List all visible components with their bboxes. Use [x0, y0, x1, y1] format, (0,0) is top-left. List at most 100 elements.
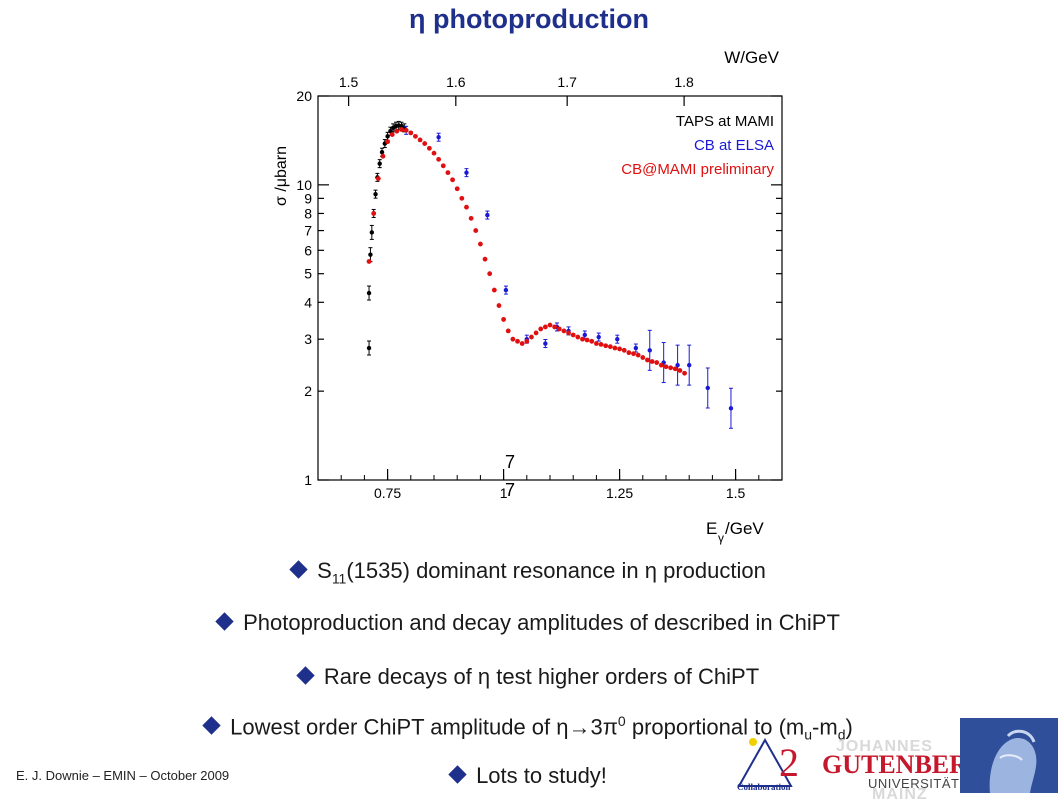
- data-point-mami: [436, 156, 442, 162]
- data-point-mami: [547, 322, 553, 328]
- bullet-4-text-mid2: -m: [812, 714, 838, 740]
- top-tick-label: 1.7: [557, 74, 577, 90]
- data-point-mami: [510, 336, 516, 342]
- data-point-taps: [377, 161, 382, 166]
- a2-logo-number: 2: [779, 740, 799, 785]
- data-point-mami: [612, 345, 618, 351]
- bottom-axis-label-sub: γ: [718, 531, 724, 545]
- data-point-mami: [403, 127, 409, 133]
- data-point-mami: [594, 341, 599, 346]
- data-point-mami: [533, 330, 539, 336]
- data-point-mami: [450, 177, 455, 183]
- page-title: η photoproduction: [409, 4, 649, 34]
- logo-mainz-text: MAINZ: [872, 786, 928, 803]
- a2-collaboration-logo: 2 Collaboration: [737, 737, 799, 792]
- bullet-4-sup: 0: [617, 713, 626, 729]
- data-point-mami: [366, 259, 372, 264]
- data-point-taps: [366, 345, 372, 351]
- data-point-mami: [589, 338, 595, 344]
- data-point-elsa: [633, 345, 639, 351]
- bullet-4-sub-d: d: [837, 726, 846, 743]
- data-point-mami: [389, 132, 395, 137]
- data-point-elsa: [485, 212, 490, 218]
- data-point-mami: [649, 359, 655, 364]
- data-point-mami: [385, 139, 390, 145]
- y-tick-label: 3: [304, 331, 312, 347]
- diamond-bullet-icon: [448, 765, 467, 784]
- data-point-mami: [542, 324, 548, 330]
- data-point-mami: [524, 338, 530, 344]
- y-tick-label: 10: [296, 177, 312, 193]
- data-point-mami: [519, 341, 525, 346]
- data-point-mami: [422, 141, 428, 146]
- data-point-elsa: [582, 332, 587, 338]
- x-tick-label: 0.75: [374, 485, 401, 501]
- data-point-mami: [575, 334, 581, 340]
- data-point-elsa: [503, 287, 509, 293]
- data-point-mami: [426, 145, 432, 151]
- legend-entry: CB@MAMI preliminary: [621, 161, 774, 178]
- y-tick-label: 9: [304, 190, 312, 206]
- data-point-taps: [369, 230, 375, 235]
- y-tick-label: 1: [304, 472, 312, 488]
- data-point-mami: [417, 137, 423, 143]
- data-point-elsa: [615, 336, 620, 342]
- bullet-1-sub: 11: [331, 570, 347, 587]
- bullet-2: Photoproduction and decay amplitudes of …: [0, 610, 1058, 636]
- data-point-elsa: [543, 341, 548, 346]
- diamond-bullet-icon: [215, 612, 234, 631]
- data-point-mami: [408, 130, 414, 136]
- data-point-mami: [556, 326, 562, 332]
- top-axis-label: W/GeV: [724, 48, 779, 67]
- data-point-mami: [682, 370, 687, 376]
- data-point-mami: [399, 127, 404, 132]
- bullet-5: Lots to study!: [0, 763, 1058, 789]
- top-tick-label: 1.8: [674, 74, 694, 90]
- bullet-4-text: Lowest order ChiPT amplitude of η→3π: [230, 714, 618, 740]
- data-point-mami: [552, 324, 558, 330]
- data-point-taps: [379, 150, 385, 155]
- data-point-mami: [654, 360, 660, 365]
- data-point-mami: [375, 176, 381, 181]
- diamond-bullet-icon: [202, 716, 221, 736]
- y-axis-label: σ /μbarn: [273, 146, 290, 206]
- data-point-taps: [373, 191, 378, 197]
- data-point-taps: [368, 252, 373, 257]
- data-point-mami: [658, 362, 664, 368]
- top-tick-label: 1.6: [446, 74, 466, 90]
- diamond-bullet-icon: [296, 666, 315, 685]
- y-tick-label: 6: [304, 242, 312, 258]
- bullet-1-text: S: [317, 558, 332, 583]
- gutenberg-portrait-logo: [960, 718, 1058, 793]
- data-point-mami: [580, 336, 585, 342]
- data-point-mami: [515, 338, 520, 344]
- y-tick-label: 8: [304, 205, 312, 221]
- data-point-mami: [566, 330, 571, 336]
- bottom-axis-label-unit: /GeV: [725, 519, 764, 538]
- bullet-4-sub-u: u: [804, 726, 813, 743]
- top-tick-label: 1.5: [339, 74, 359, 90]
- data-point-mami: [380, 153, 386, 159]
- data-point-elsa: [596, 334, 601, 340]
- bullet-3: Rare decays of η test higher orders of C…: [0, 664, 1058, 690]
- y-tick-label: 5: [304, 266, 312, 282]
- data-point-mami: [603, 343, 609, 349]
- data-point-mami: [371, 211, 377, 216]
- data-point-mami: [668, 365, 674, 371]
- bullet-4-text-end: ): [845, 714, 853, 740]
- data-point-mami: [617, 346, 622, 352]
- y-tick-label: 20: [296, 88, 312, 104]
- legend-entry: TAPS at MAMI: [676, 113, 774, 130]
- data-point-mami: [445, 170, 451, 176]
- data-point-mami: [561, 328, 567, 334]
- data-point-mami: [635, 352, 641, 358]
- x-tick-label: 1.5: [726, 485, 746, 501]
- data-point-mami: [631, 351, 636, 357]
- diamond-bullet-icon: [289, 560, 308, 579]
- bullet-5-text: Lots to study!: [476, 763, 607, 788]
- data-point-elsa: [436, 135, 441, 140]
- logo-johannes-text: JOHANNES: [836, 738, 933, 755]
- stray-label: 7: [505, 480, 515, 500]
- data-point-mami: [413, 133, 418, 139]
